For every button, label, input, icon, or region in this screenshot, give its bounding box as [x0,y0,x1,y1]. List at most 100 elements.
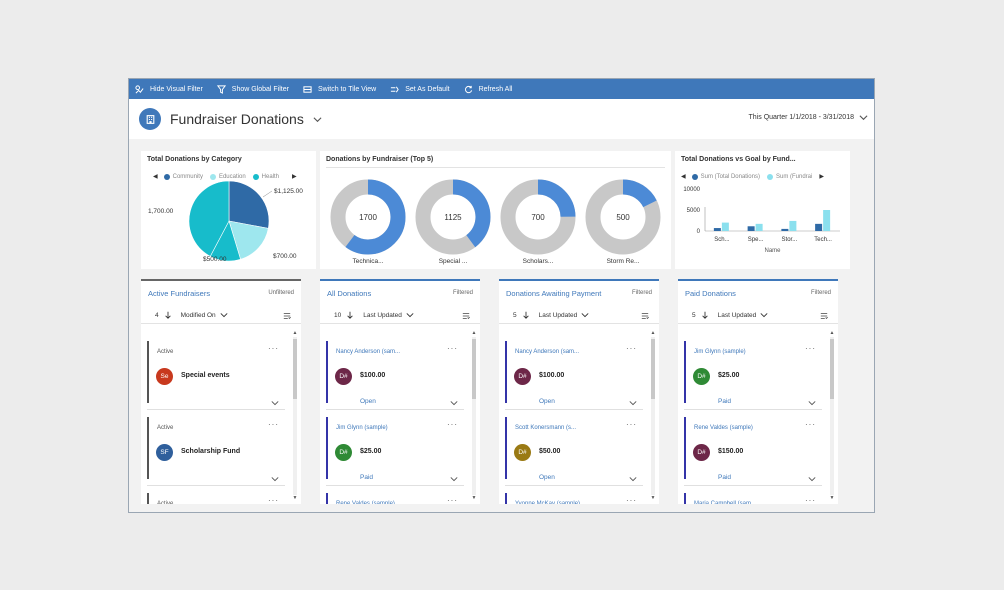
chevron-down-icon[interactable] [581,311,589,319]
switch-tile-view-button[interactable]: Switch to Tile View [303,85,376,94]
record-card[interactable]: Active ··· [147,487,285,504]
record-card[interactable]: Rene Valdes (sample) ··· D# $150.00 Paid [684,411,822,486]
scroll-up-icon[interactable]: ▲ [829,330,835,336]
dashboard-title[interactable]: Fundraiser Donations [170,111,304,127]
more-options-icon[interactable]: ··· [626,344,637,353]
more-options-icon[interactable]: ··· [447,344,458,353]
more-options-icon[interactable]: ··· [626,420,637,429]
view-options-icon[interactable] [462,312,470,320]
card-header-text[interactable]: Yvonne McKay (sample) [515,501,581,504]
card-primary-text[interactable]: Scholarship Fund [181,448,241,455]
legend-prev-icon[interactable]: ◀ [681,174,686,180]
record-card[interactable]: Jim Glynn (sample) ··· D# $25.00 Paid [684,335,822,410]
chevron-down-icon[interactable] [313,115,322,124]
stream-title[interactable]: All Donations [327,289,372,298]
chevron-down-icon[interactable] [406,311,414,319]
legend-prev-icon[interactable]: ◀ [153,174,158,180]
scroll-down-icon[interactable]: ▼ [829,495,835,501]
legend-item-total-donations[interactable]: Sum (Total Donations) [691,173,760,180]
expand-chevron-icon[interactable] [629,475,637,483]
more-options-icon[interactable]: ··· [805,420,816,429]
legend-item-education[interactable]: Education [209,173,246,180]
card-header-text[interactable]: Rene Valdes (sample) [336,501,395,504]
record-card[interactable]: Nancy Anderson (sam... ··· D# $100.00 Op… [505,335,643,410]
record-card[interactable]: Active ··· SF Scholarship Fund [147,411,285,486]
legend-item-goal[interactable]: Sum (Fundrai [766,173,812,180]
more-options-icon[interactable]: ··· [626,496,637,504]
more-options-icon[interactable]: ··· [805,344,816,353]
bar-goal[interactable] [789,220,797,231]
record-card[interactable]: Jim Glynn (sample) ··· D# $25.00 Paid [326,411,464,486]
period-chevron-down-icon[interactable] [859,113,868,122]
scroll-up-icon[interactable]: ▲ [471,330,477,336]
view-options-icon[interactable] [641,312,649,320]
pie-slice-community[interactable] [228,180,270,229]
stream-title[interactable]: Paid Donations [685,289,736,298]
sort-control[interactable]: 5 Last Updated [692,311,768,319]
card-header-text[interactable]: Maria Campbell (sam... [694,501,757,504]
view-options-icon[interactable] [820,312,828,320]
scroll-down-icon[interactable]: ▼ [292,495,298,501]
card-header-text[interactable]: Jim Glynn (sample) [694,349,746,355]
sort-field[interactable]: Modified On [180,311,216,319]
expand-chevron-icon[interactable] [629,399,637,407]
scrollbar-thumb[interactable] [472,339,476,399]
record-card[interactable]: Nancy Anderson (sam... ··· D# $100.00 Op… [326,335,464,410]
card-header-text[interactable]: Jim Glynn (sample) [336,425,388,431]
expand-chevron-icon[interactable] [271,475,279,483]
scroll-down-icon[interactable]: ▼ [650,495,656,501]
donut-segment[interactable] [330,179,406,255]
category-pie-chart[interactable]: Total Donations by Category ◀ Community … [141,151,316,269]
hide-visual-filter-button[interactable]: Hide Visual Filter [135,84,203,94]
sort-direction-icon[interactable] [522,311,530,319]
card-primary-text[interactable]: $25.00 [360,448,382,455]
scrollbar-thumb[interactable] [651,339,655,399]
record-card[interactable]: Active ··· Se Special events [147,335,285,410]
bar-goal[interactable] [823,210,831,231]
card-primary-text[interactable]: $100.00 [539,372,565,379]
show-global-filter-button[interactable]: Show Global Filter [216,84,289,94]
sort-control[interactable]: 4 Modified On [155,311,228,319]
more-options-icon[interactable]: ··· [447,496,458,504]
expand-chevron-icon[interactable] [808,475,816,483]
bar-total[interactable] [781,228,789,231]
expand-chevron-icon[interactable] [271,399,279,407]
donut-segment[interactable] [415,179,491,255]
scroll-up-icon[interactable]: ▲ [292,330,298,336]
more-options-icon[interactable]: ··· [268,344,279,353]
card-header-text[interactable]: Scott Konersmann (s... [515,425,577,431]
more-options-icon[interactable]: ··· [805,496,816,504]
card-header-text[interactable]: Nancy Anderson (sam... [515,349,580,355]
record-card[interactable]: Yvonne McKay (sample) ··· [505,487,643,504]
goal-bar-chart[interactable]: Total Donations vs Goal by Fund... ◀ Sum… [675,151,850,269]
sort-field[interactable]: Last Updated [363,311,402,319]
card-header-text[interactable]: Nancy Anderson (sam... [336,349,401,355]
bar-total[interactable] [713,228,721,231]
more-options-icon[interactable]: ··· [268,420,279,429]
sort-field[interactable]: Last Updated [538,311,578,319]
chevron-down-icon[interactable] [220,311,228,319]
more-options-icon[interactable]: ··· [447,420,458,429]
bar-total[interactable] [747,226,755,231]
sort-direction-icon[interactable] [164,311,172,319]
scrollbar[interactable]: ▲ ▼ [292,331,298,501]
scrollbar[interactable]: ▲ ▼ [650,331,656,501]
record-card[interactable]: Scott Konersmann (s... ··· D# $50.00 Ope… [505,411,643,486]
stream-title[interactable]: Donations Awaiting Payment [506,289,602,298]
card-header-text[interactable]: Rene Valdes (sample) [694,425,753,431]
period-selector[interactable]: This Quarter 1/1/2018 - 3/31/2018 [748,114,854,121]
record-card[interactable]: Rene Valdes (sample) ··· [326,487,464,504]
pie-slice-health[interactable] [188,180,230,257]
scrollbar[interactable]: ▲ ▼ [471,331,477,501]
card-primary-text[interactable]: $50.00 [539,448,561,455]
sort-control[interactable]: 10 Last Updated [334,311,414,319]
stream-title[interactable]: Active Fundraisers [148,289,211,298]
donut-segment[interactable] [500,179,576,255]
sort-field[interactable]: Last Updated [717,311,757,319]
scroll-down-icon[interactable]: ▼ [471,495,477,501]
bar-total[interactable] [815,223,823,231]
card-primary-text[interactable]: $100.00 [360,372,386,379]
chevron-down-icon[interactable] [760,311,768,319]
fundraiser-donut-chart[interactable]: Donations by Fundraiser (Top 5) 1700 Tech… [320,151,671,269]
refresh-all-button[interactable]: Refresh All [464,85,512,94]
